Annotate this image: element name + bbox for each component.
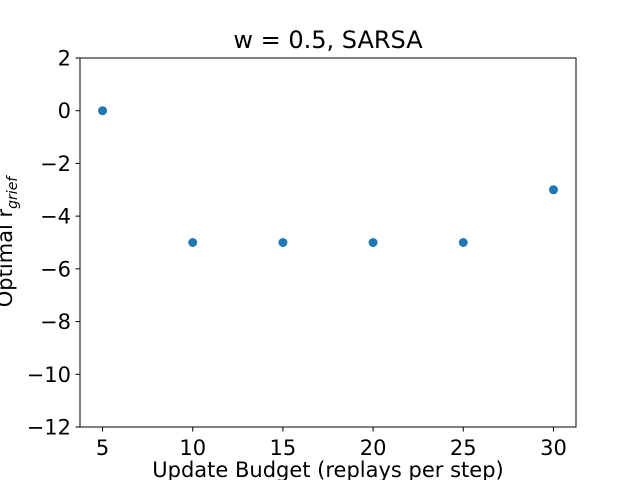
y-axis-ticks: 2 0 −2 −4 −6 −8 −10 −12 <box>27 47 80 440</box>
x-tick-label: 20 <box>360 436 387 460</box>
x-tick-label: 5 <box>96 436 109 460</box>
y-tick-label: −10 <box>27 363 71 387</box>
x-tick-label: 15 <box>270 436 297 460</box>
y-tick-label: 0 <box>58 99 71 123</box>
data-point <box>458 238 468 247</box>
x-axis-ticks: 5 10 15 20 25 30 <box>96 427 567 460</box>
plot-area-frame <box>79 57 577 428</box>
y-tick-label: −12 <box>27 416 71 440</box>
y-tick-label: −6 <box>40 257 71 281</box>
y-tick-label: −2 <box>40 152 71 176</box>
data-point <box>278 238 288 247</box>
data-point <box>548 185 558 195</box>
y-tick-label: −8 <box>40 310 71 334</box>
y-axis-label-subscript: grief <box>5 175 21 209</box>
chart-title: w = 0.5, SARSA <box>233 26 423 54</box>
data-point <box>368 238 378 247</box>
data-points <box>98 106 558 247</box>
y-tick-label: 2 <box>58 47 71 71</box>
data-point <box>98 106 108 116</box>
x-tick-label: 30 <box>540 436 567 460</box>
y-tick-label: −4 <box>40 205 71 229</box>
x-axis-label: Update Budget (replays per step) <box>152 458 503 480</box>
data-point <box>188 238 198 247</box>
y-axis-label-main: Optimal r <box>0 208 17 307</box>
x-tick-label: 10 <box>179 436 206 460</box>
y-axis-label: Optimal rgrief <box>0 175 21 308</box>
x-tick-label: 25 <box>450 436 477 460</box>
